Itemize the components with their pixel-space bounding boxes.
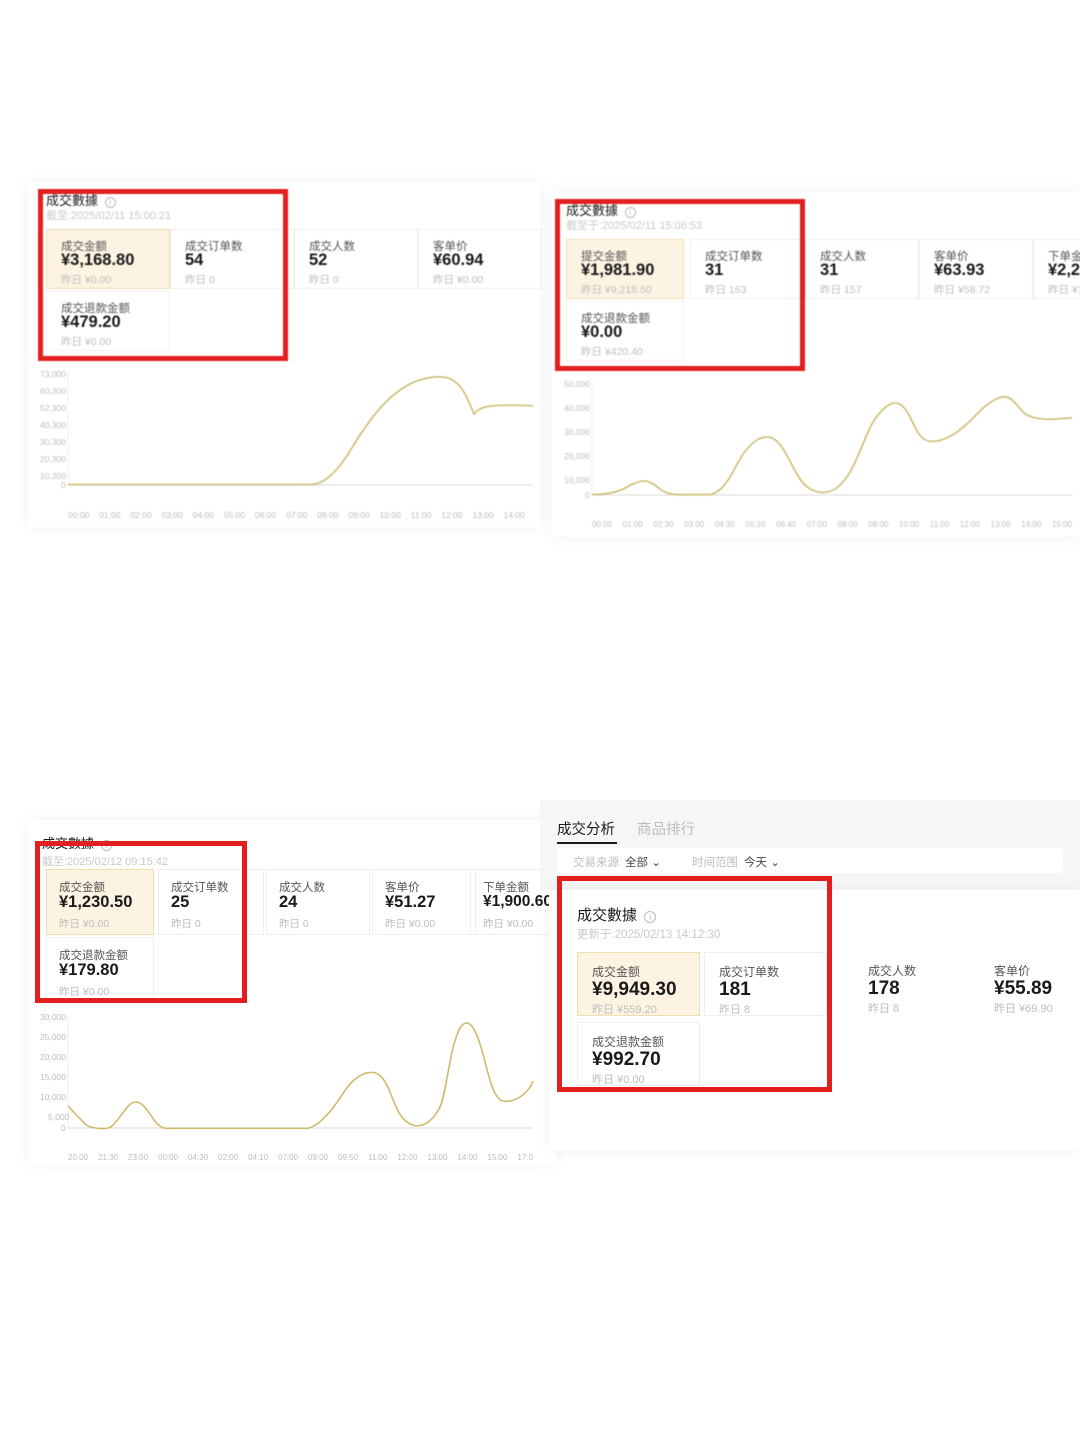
svg-text:50,000: 50,000 <box>564 379 590 389</box>
svg-text:0: 0 <box>61 1123 66 1133</box>
svg-text:15,000: 15,000 <box>40 1072 66 1082</box>
svg-text:20,000: 20,000 <box>564 451 590 461</box>
svg-text:73,000: 73,000 <box>40 369 66 379</box>
svg-text:52,300: 52,300 <box>40 403 66 413</box>
svg-text:30,000: 30,000 <box>564 427 590 437</box>
svg-text:60,300: 60,300 <box>40 386 66 396</box>
svg-text:30,000: 30,000 <box>40 1012 66 1022</box>
svg-text:25,000: 25,000 <box>40 1032 66 1042</box>
svg-text:10,000: 10,000 <box>564 475 590 485</box>
svg-text:20,000: 20,000 <box>40 1052 66 1062</box>
svg-text:20,300: 20,300 <box>40 454 66 464</box>
svg-text:0: 0 <box>585 490 590 500</box>
svg-text:40,300: 40,300 <box>40 420 66 430</box>
svg-text:10,000: 10,000 <box>40 1092 66 1102</box>
svg-text:30,300: 30,300 <box>40 437 66 447</box>
svg-text:0: 0 <box>61 480 66 490</box>
svg-text:5,000: 5,000 <box>48 1112 70 1122</box>
svg-text:40,000: 40,000 <box>564 403 590 413</box>
